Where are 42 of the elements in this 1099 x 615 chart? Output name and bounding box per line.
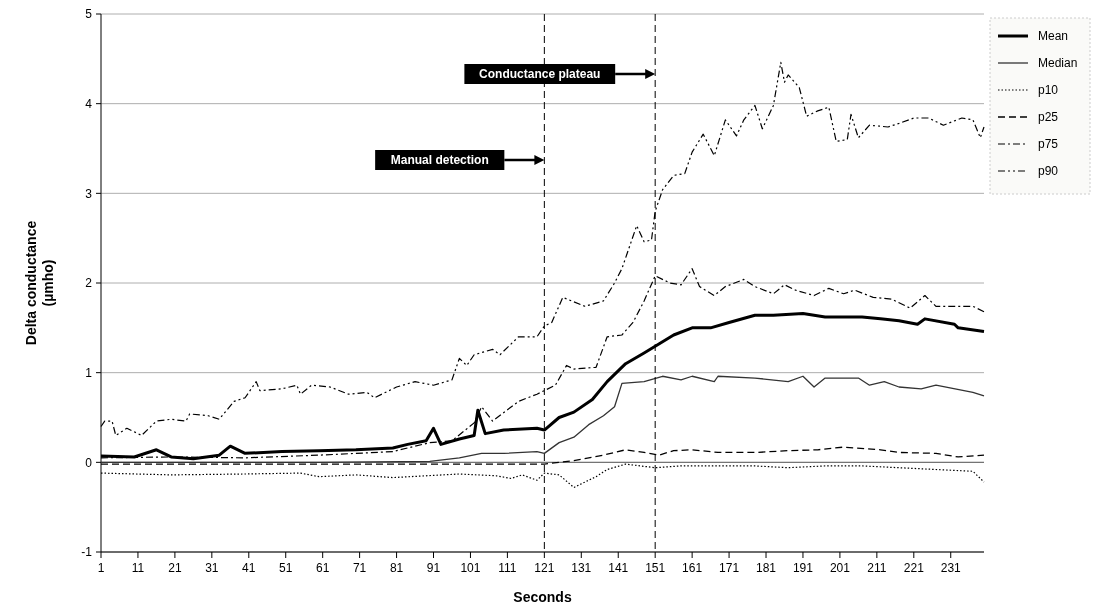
- x-tick-label: 21: [168, 561, 182, 575]
- x-tick-label: 151: [645, 561, 666, 575]
- y-tick-label: 5: [85, 7, 93, 22]
- x-tick-label: 141: [608, 561, 629, 575]
- y-tick-label: 0: [85, 455, 93, 470]
- x-axis-title: Seconds: [513, 589, 572, 605]
- y-tick-label: 1: [85, 365, 93, 380]
- x-tick-label: 231: [940, 561, 962, 575]
- x-tick-label: 161: [682, 561, 703, 575]
- x-tick-label: 1: [97, 561, 105, 575]
- y-tick-label: 4: [85, 96, 93, 111]
- x-tick-label: 121: [534, 561, 555, 575]
- y-tick-label: 3: [85, 186, 93, 201]
- x-tick-label: 31: [205, 561, 219, 575]
- x-tick-label: 111: [498, 561, 517, 575]
- x-tick-label: 221: [903, 561, 925, 575]
- y-tick-label: 2: [85, 276, 93, 291]
- x-tick-label: 51: [279, 561, 293, 575]
- x-tick-label: 211: [867, 561, 887, 575]
- ref-line-label: Conductance plateau: [479, 67, 601, 82]
- y-axis-title: Delta conductance (µmho): [22, 220, 56, 346]
- x-tick-label: 91: [426, 561, 441, 575]
- y-tick-label: -1: [81, 545, 93, 560]
- line-series: [100, 375, 985, 463]
- ref-line-label: Manual detection: [390, 153, 489, 168]
- x-tick-label: 61: [315, 561, 330, 575]
- legend-label: Median: [1038, 56, 1078, 71]
- x-tick-label: 181: [756, 561, 777, 575]
- x-tick-label: 191: [792, 561, 814, 575]
- x-tick-label: 41: [242, 561, 256, 575]
- legend-label: p75: [1038, 137, 1059, 152]
- legend-label: p90: [1038, 164, 1059, 179]
- x-tick-label: 201: [829, 561, 851, 575]
- legend-label: p10: [1038, 83, 1059, 98]
- x-tick-label: 101: [460, 561, 481, 575]
- x-tick-label: 81: [389, 561, 404, 575]
- legend-label: Mean: [1038, 29, 1069, 44]
- x-tick-label: 131: [571, 561, 592, 575]
- legend-label: p25: [1038, 110, 1059, 125]
- x-tick-label: 11: [131, 561, 145, 575]
- x-tick-label: 71: [352, 561, 367, 575]
- x-tick-label: 171: [719, 561, 740, 575]
